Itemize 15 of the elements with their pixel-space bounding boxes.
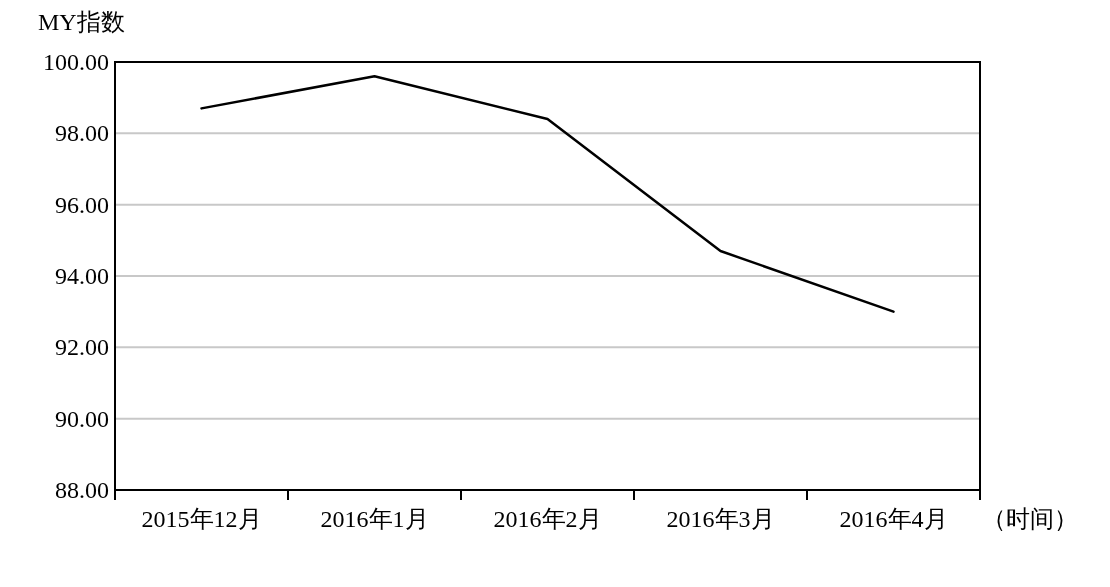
x-tick-label: 2016年3月: [666, 506, 775, 532]
x-axis-title: （时间）: [982, 506, 1078, 532]
line-series: [200, 75, 895, 313]
y-tick-label: 88.00: [55, 477, 109, 503]
y-tick-label: 90.00: [55, 405, 109, 432]
x-tick-label: 2015年12月: [141, 506, 262, 532]
x-tick-label: 2016年2月: [493, 506, 602, 532]
y-tick-label: 96.00: [55, 191, 109, 218]
x-tick-label: 2016年1月: [320, 506, 429, 532]
x-tick-label: 2016年4月: [839, 506, 948, 532]
y-tick-label: 98.00: [55, 120, 109, 147]
y-tick-label: 92.00: [55, 334, 109, 361]
y-tick-label: 94.00: [55, 263, 109, 289]
y-tick-label: 100.00: [43, 49, 109, 75]
y-axis-title: MY指数: [38, 9, 125, 35]
